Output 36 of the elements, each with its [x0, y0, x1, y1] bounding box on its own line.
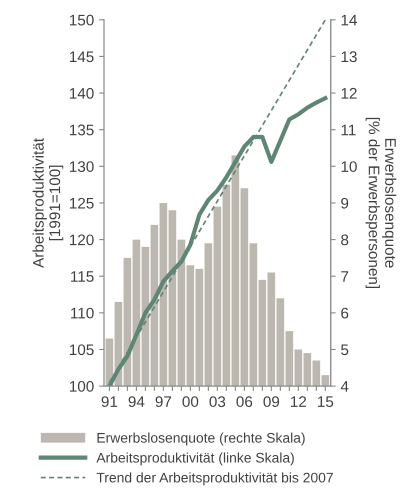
x-tick-label: 06 [236, 396, 252, 408]
y2-tick-label: 8 [341, 234, 348, 246]
y2-tick-label: 5 [341, 344, 348, 356]
y2-tick-label: 11 [342, 124, 356, 136]
y2-tick-label: 6 [341, 308, 348, 319]
y-tick-label: 140 [70, 88, 94, 99]
y2-tick-label: 13 [342, 51, 357, 62]
y-tick-label: 130 [70, 161, 94, 172]
y-tick-label: 110 [71, 308, 94, 319]
legend-label: Erwerbslosenquote (rechte Skala) [97, 432, 305, 446]
x-tick-label: 15 [318, 396, 334, 408]
y2-tick-label: 14 [342, 14, 357, 26]
x-tick-label: 03 [209, 396, 226, 408]
y2-tick-label: 4 [340, 381, 348, 392]
legend-label: Trend der Arbeitsproduktivität bis 2007 [96, 472, 333, 486]
x-tick-label: 00 [182, 396, 198, 408]
x-tick-label: 94 [128, 396, 144, 408]
legend-label: Arbeitsproduktivität (linke Skala) [96, 452, 294, 466]
y-axis-title: Arbeitsproduktivität [1991=100] [32, 138, 64, 268]
x-tick-label: 97 [156, 396, 172, 408]
y2-tick-label: 10 [342, 161, 357, 172]
y-tick-label: 115 [71, 271, 94, 282]
y-tick-label: 150 [70, 14, 94, 26]
y-tick-label: 135 [70, 124, 94, 136]
x-tick-label: 91 [102, 396, 118, 408]
y-tick-label: 100 [70, 380, 94, 392]
y-tick-label: 120 [70, 234, 94, 246]
y-tick-label: 105 [70, 344, 94, 356]
x-tick-label: 12 [291, 396, 306, 407]
y-tick-label: 145 [70, 51, 94, 62]
y2-tick-label: 12 [342, 88, 357, 99]
y2-axis-title: Erwerbslosenquote [% der Erwerbspersonen] [366, 118, 396, 288]
y-tick-label: 125 [70, 198, 94, 209]
x-tick-label: 09 [263, 396, 280, 408]
y2-tick-label: 9 [341, 198, 348, 209]
y2-tick-label: 7 [341, 271, 348, 282]
